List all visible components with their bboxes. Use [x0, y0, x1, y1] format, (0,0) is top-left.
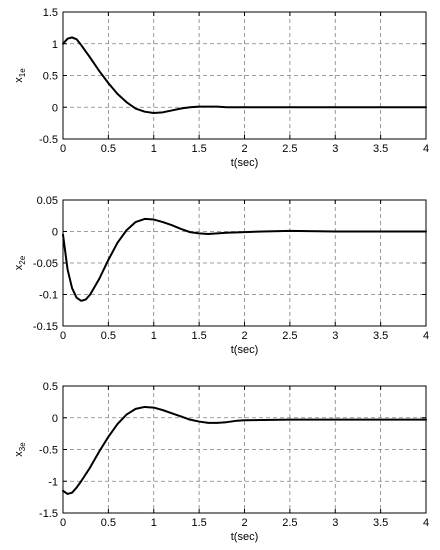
x-tick-label: 0 — [60, 143, 66, 155]
y-tick-label: 1 — [52, 39, 58, 51]
y-axis-label-main: x — [13, 77, 25, 83]
x-tick-label: 2 — [241, 143, 247, 155]
series-line — [62, 36, 427, 114]
y-axis-label-subscript: 1e — [18, 68, 27, 77]
x-tick-label: 0 — [60, 517, 66, 529]
x-axis-label: t(sec) — [231, 531, 259, 543]
y-tick-label: 0 — [52, 413, 58, 425]
x-tick-label: 1 — [151, 143, 157, 155]
x-tick-label: 3.5 — [373, 517, 388, 529]
y-axis-label: x3e — [13, 442, 27, 457]
x-axis-label: t(sec) — [231, 344, 259, 356]
x-tick-label: 3.5 — [373, 143, 388, 155]
x-tick-label: 3 — [332, 143, 338, 155]
x-tick-label: 1 — [151, 517, 157, 529]
y-tick-label: -0.5 — [39, 445, 58, 457]
x-tick-label: 0 — [60, 330, 66, 342]
y-axis-label-main: x — [13, 264, 25, 270]
x-tick-label: 2.5 — [282, 517, 297, 529]
x-tick-label: 3.5 — [373, 330, 388, 342]
x-tick-label: 3 — [332, 330, 338, 342]
y-axis-label-subscript: 2e — [18, 255, 27, 264]
y-axis-label: x1e — [13, 68, 27, 83]
x-tick-label: 1.5 — [191, 143, 206, 155]
y-tick-label: 1.5 — [43, 7, 58, 19]
x-axis-label: t(sec) — [231, 157, 259, 169]
x-tick-label: 3 — [332, 517, 338, 529]
subplot-3: 0 0.5 1 1.5 2 2.5 3 3.5 4 -1.5 -1 -0.5 0 0.5 t(sec) x3e — [13, 381, 429, 543]
y-tick-label: -0.05 — [33, 258, 58, 270]
series-line — [62, 405, 427, 495]
y-axis-label-main: x — [13, 451, 25, 457]
series-line — [62, 217, 427, 302]
x-tick-label: 0.5 — [101, 143, 116, 155]
y-tick-label: -0.5 — [39, 134, 58, 146]
subplot-2: 0 0.5 1 1.5 2 2.5 3 3.5 4 -0.15 -0.1 -0.05 0 0.05 t(se… — [13, 195, 429, 356]
x-tick-label: 1 — [151, 330, 157, 342]
x-tick-label: 2.5 — [282, 330, 297, 342]
x-tick-label: 0.5 — [101, 330, 116, 342]
x-tick-label: 2 — [241, 517, 247, 529]
x-tick-label: 1.5 — [191, 330, 206, 342]
y-tick-label: -0.1 — [39, 290, 58, 302]
y-tick-label: 0.5 — [43, 71, 58, 83]
x-tick-label: 0.5 — [101, 517, 116, 529]
y-tick-label: -0.15 — [33, 321, 58, 333]
x-tick-label: 2 — [241, 330, 247, 342]
y-tick-label: 0 — [52, 102, 58, 114]
y-tick-label: 0.05 — [37, 195, 58, 207]
x-tick-label: 4 — [423, 143, 429, 155]
y-tick-label: -1 — [48, 476, 58, 488]
y-axis-label: x2e — [13, 255, 27, 270]
x-tick-label: 4 — [423, 517, 429, 529]
y-tick-label: 0.5 — [43, 381, 58, 393]
subplot-1: 0 0.5 1 1.5 2 2.5 3 3.5 4-0.500.511.5t(sec)x1e — [13, 7, 429, 169]
x-tick-label: 4 — [423, 330, 429, 342]
y-tick-label: -1.5 — [39, 508, 58, 520]
x-tick-label: 1.5 — [191, 517, 206, 529]
x-tick-label: 2.5 — [282, 143, 297, 155]
y-axis-label-subscript: 3e — [18, 442, 27, 451]
y-tick-label: 0 — [52, 227, 58, 239]
